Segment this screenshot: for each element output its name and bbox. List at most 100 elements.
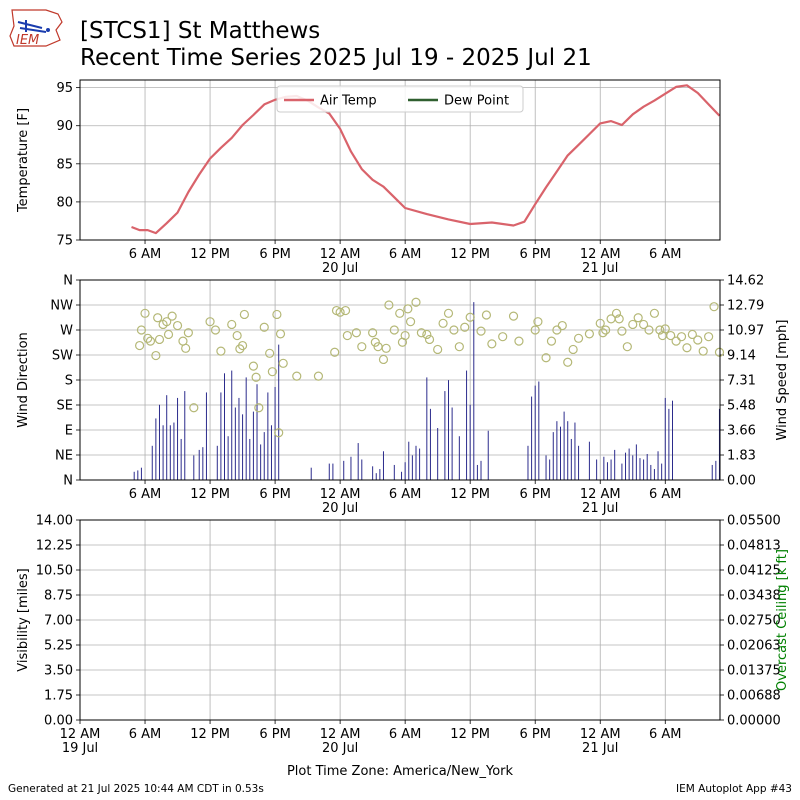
- wind-direction-point: [140, 308, 150, 318]
- y-tick-label: 75: [56, 234, 73, 249]
- wind-direction-point: [598, 328, 608, 338]
- wind-direction-point: [274, 428, 284, 438]
- x-tick-label: 12 PM: [450, 247, 490, 262]
- wind-direction-point: [163, 329, 174, 340]
- wind-direction-point: [676, 332, 687, 342]
- wind-direction-point: [584, 329, 594, 339]
- y2-tick-label: 1.83: [727, 449, 756, 464]
- wind-direction-point: [172, 320, 183, 331]
- wind-direction-point: [541, 353, 551, 363]
- wind-direction-point: [181, 343, 191, 353]
- y2-tick-label: 0.05500: [727, 514, 781, 529]
- wind-direction-point: [378, 354, 389, 365]
- y-tick-label: N: [63, 474, 73, 489]
- y2-tick-label: 0.00: [727, 474, 756, 489]
- y-tick-label: 10.50: [36, 564, 73, 579]
- wind-direction-point: [628, 319, 638, 330]
- legend-label-air-temp: Air Temp: [320, 94, 377, 109]
- wind-direction-point: [405, 317, 416, 327]
- y-tick-label: 95: [56, 81, 73, 96]
- wind-direction-point: [384, 300, 394, 310]
- wind-direction-point: [514, 336, 524, 346]
- wind-direction-point: [476, 326, 486, 336]
- y-tick-label: 14.00: [36, 514, 73, 529]
- y-tick-label: 3.50: [44, 664, 73, 679]
- wind-direction-point: [153, 313, 163, 323]
- plot-border: [79, 279, 721, 481]
- wind-direction-point: [351, 328, 361, 338]
- wind-direction-point: [340, 305, 351, 316]
- x-tick-label: 6 PM: [259, 487, 290, 502]
- wind-direction-point: [167, 311, 177, 321]
- y2-tick-label: 0.02063: [727, 639, 781, 654]
- wind-direction-point: [342, 330, 352, 341]
- y2-tick-label: 0.00688: [727, 689, 781, 704]
- wind-direction-point: [546, 336, 557, 346]
- x-tick-label: 12 PM: [190, 247, 230, 262]
- wind-direction-point: [557, 320, 567, 331]
- y-tick-label: 7.00: [44, 614, 73, 629]
- x-tick-label: 20 Jul: [322, 741, 358, 756]
- x-tick-label: 6 AM: [129, 487, 162, 502]
- y-tick-label: S: [65, 374, 73, 389]
- wind-direction-point: [655, 325, 665, 335]
- y-tick-label: E: [65, 424, 73, 439]
- wind-direction-point: [449, 325, 459, 335]
- wind-direction-point: [145, 336, 156, 346]
- wind-direction-point: [460, 322, 470, 332]
- wind-direction-point: [232, 330, 242, 341]
- wind-direction-point: [411, 297, 421, 307]
- y2-tick-label: 0.02750: [727, 614, 781, 629]
- x-tick-label: 20 Jul: [322, 261, 358, 276]
- y-axis-label: Temperature [F]: [16, 108, 31, 213]
- y2-tick-label: 0.00000: [727, 714, 781, 729]
- x-tick-label: 12 AM: [60, 727, 101, 742]
- wind-direction-point: [154, 334, 165, 345]
- wind-direction-point: [275, 329, 286, 339]
- wind-direction-point: [400, 330, 410, 341]
- plot-border: [79, 519, 721, 721]
- wind-direction-point: [693, 335, 703, 345]
- wind-direction-point: [259, 322, 269, 332]
- wind-direction-point: [552, 325, 562, 335]
- x-tick-label: 12 PM: [450, 487, 490, 502]
- wind-direction-point: [227, 319, 237, 330]
- wind-direction-point: [530, 325, 540, 335]
- wind-direction-point: [151, 350, 161, 361]
- app-credit: IEM Autoplot App #43: [676, 783, 792, 795]
- generated-note: Generated at 21 Jul 2025 10:44 AM CDT in…: [8, 783, 264, 795]
- x-tick-label: 12 AM: [320, 727, 361, 742]
- wind-direction-point: [313, 371, 324, 381]
- x-tick-label: 21 Jul: [582, 501, 618, 516]
- y2-tick-label: 0.03438: [727, 589, 781, 604]
- wind-direction-point: [265, 348, 275, 358]
- wind-direction-point: [389, 325, 399, 335]
- wind-direction-point: [381, 343, 391, 353]
- y2-tick-label: 7.31: [727, 374, 756, 389]
- timezone-label: Plot Time Zone: America/New_York: [286, 764, 514, 779]
- y-tick-label: 90: [56, 119, 73, 134]
- y2-tick-label: 10.97: [727, 324, 764, 339]
- wind-direction-point: [481, 310, 492, 320]
- wind-direction-point: [611, 308, 622, 318]
- x-tick-label: 6 PM: [259, 727, 290, 742]
- y2-tick-label: 12.79: [727, 299, 764, 314]
- y-tick-label: 85: [56, 157, 73, 172]
- wind-direction-point: [251, 372, 261, 382]
- x-tick-label: 21 Jul: [582, 741, 618, 756]
- y-tick-label: 1.75: [44, 689, 73, 704]
- wind-direction-point: [370, 337, 380, 347]
- plot-border: [79, 79, 721, 241]
- y2-axis-label: Wind Speed [mph]: [775, 320, 790, 441]
- wind-direction-point: [424, 334, 435, 345]
- wind-direction-point: [614, 314, 624, 324]
- wind-direction-point: [368, 328, 378, 338]
- wind-direction-point: [454, 342, 464, 352]
- y2-tick-label: 0.04125: [727, 564, 781, 579]
- wind-direction-point: [162, 317, 172, 327]
- x-tick-label: 12 AM: [320, 247, 361, 262]
- y2-axis-label: Overcast Ceiling [k ft]: [775, 549, 790, 691]
- wind-direction-point: [403, 304, 413, 314]
- wind-direction-point: [237, 340, 248, 351]
